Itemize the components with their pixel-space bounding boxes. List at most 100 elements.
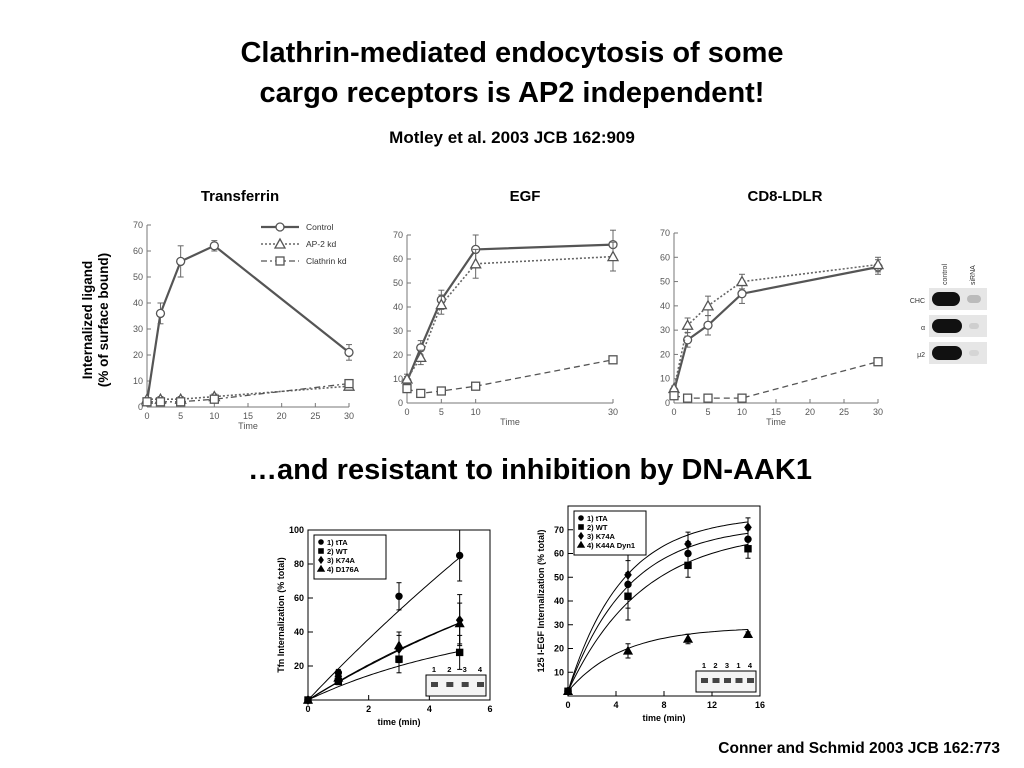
legend-label: 1) tTA <box>327 538 348 547</box>
series-ap-2-kd <box>667 256 885 394</box>
legend-label: 3) K74A <box>587 532 616 541</box>
x-tick-label: 10 <box>737 407 747 417</box>
chart-transferrin: 0 10 20 30 40 50 60 70 0 5 10 15 20 25 30 Time Control AP… <box>133 220 356 430</box>
legend-label: 2) WT <box>327 547 348 556</box>
blot-row-chc: CHC <box>910 288 987 310</box>
panel-title-cd8-ldlr: CD8-LDLR <box>747 188 823 205</box>
inset-lane-label: 2 <box>447 665 451 674</box>
data-point <box>155 397 166 407</box>
inset-band <box>446 682 454 687</box>
x-tick-label: 12 <box>707 700 717 710</box>
series-ap-2-kd <box>140 379 356 404</box>
series-control <box>669 259 883 396</box>
x-tick-label: 0 <box>565 700 570 710</box>
series-clathrin-kd <box>142 378 354 407</box>
data-point <box>344 347 354 358</box>
y-tick-label: 30 <box>660 325 670 335</box>
x-tick-label: 5 <box>178 411 183 421</box>
y-tick-label: 50 <box>393 278 403 288</box>
inset-band <box>431 682 438 687</box>
legend-marker <box>318 539 324 545</box>
series-control <box>402 229 618 387</box>
legend-marker <box>318 555 324 565</box>
panel-title-transferrin: Transferrin <box>200 188 280 205</box>
data-point <box>682 393 693 403</box>
legend-label: Control <box>306 222 334 232</box>
x-tick-label: 4 <box>613 700 618 710</box>
series-clathrin-kd <box>402 355 618 399</box>
fit-curve <box>567 629 749 692</box>
slide-subtitle: …and resistant to inhibition by DN-AAK1 <box>248 454 812 486</box>
y-tick-label: 50 <box>554 572 564 582</box>
x-tick-label: 6 <box>487 704 492 714</box>
y-tick-label: 60 <box>554 549 564 559</box>
fit-curve <box>567 521 749 692</box>
inset-band <box>712 678 720 683</box>
blot-row-label-alpha: α <box>921 325 925 332</box>
chart-tfn-internalization: 20 40 60 80 100 0 2 4 6 time (min) Tfn Internaliza… <box>276 525 493 727</box>
data-point <box>682 335 693 345</box>
y-tick-label: 40 <box>393 302 403 312</box>
blot-lane-label-control: control <box>942 264 949 285</box>
slide-title-line-1: Clathrin-mediated endocytosis of some <box>240 37 784 69</box>
legend-label: 4) K44A Dyn1 <box>587 541 635 550</box>
y-tick-label: 10 <box>554 667 564 677</box>
x-tick-label: 20 <box>805 407 815 417</box>
data-point <box>333 672 344 682</box>
x-tick-label: 10 <box>209 411 219 421</box>
legend-marker <box>576 540 586 548</box>
y-tick-label: 10 <box>133 376 143 386</box>
y-tick-label: 50 <box>660 277 670 287</box>
legend-marker <box>578 515 584 521</box>
data-point <box>209 394 219 404</box>
data-point <box>608 355 618 365</box>
inset-lane-label: 4 <box>478 665 483 674</box>
inset-band <box>724 678 731 683</box>
plot-frame <box>307 529 491 701</box>
legend-marker <box>318 548 324 554</box>
top-ylabel-line-2: (% of surface bound) <box>96 252 111 388</box>
y-tick-label: 40 <box>660 301 670 311</box>
y-tick-label: 40 <box>554 596 564 606</box>
data-point <box>684 538 692 550</box>
y-tick-label: 10 <box>393 374 403 384</box>
inset-lane-label: 1 <box>432 665 436 674</box>
x-tick-label: 30 <box>344 411 354 421</box>
y-tick-label: 30 <box>393 326 403 336</box>
legend-frame <box>313 534 387 580</box>
x-axis-label: time (min) <box>642 713 685 723</box>
top-row-y-axis-label: Internalized ligand (% of surface bound) <box>80 210 120 430</box>
x-tick-label: 25 <box>839 407 849 417</box>
x-tick-label: 10 <box>471 407 481 417</box>
data-point <box>155 308 166 319</box>
x-tick-label: 30 <box>873 407 883 417</box>
inset-band <box>735 678 743 683</box>
x-tick-label: 0 <box>305 704 310 714</box>
inset-lane-label: 1 <box>702 661 706 670</box>
legend-marker <box>275 222 285 232</box>
series-control <box>142 240 354 407</box>
blot-row-label-chc: CHC <box>910 298 925 305</box>
x-tick-label: 16 <box>755 700 765 710</box>
data-point <box>395 592 403 601</box>
x-tick-label: 2 <box>366 704 371 714</box>
data-point <box>744 545 752 553</box>
data-point <box>562 686 574 695</box>
inset-lane-label: 1 <box>736 661 740 670</box>
chart-cd8-ldlr: 0 10 20 30 40 50 60 70 0 5 10 15 20 25 30 Time <box>660 228 885 427</box>
x-tick-label: 8 <box>661 700 666 710</box>
data-point <box>669 391 679 401</box>
series-line <box>406 255 614 380</box>
data-point <box>400 372 414 384</box>
y-tick-label: 40 <box>133 298 143 308</box>
inset-gel: 1 2 3 4 <box>425 665 487 697</box>
inset-band <box>461 682 469 687</box>
data-point <box>176 397 186 407</box>
panel-title-egf: EGF <box>509 188 541 205</box>
y-axis-label: 125 I-EGF Internalization (% total) <box>536 529 546 672</box>
y-tick-label: 80 <box>294 559 304 569</box>
x-tick-label: 15 <box>243 411 253 421</box>
data-point <box>684 561 692 570</box>
series-line <box>672 265 879 392</box>
